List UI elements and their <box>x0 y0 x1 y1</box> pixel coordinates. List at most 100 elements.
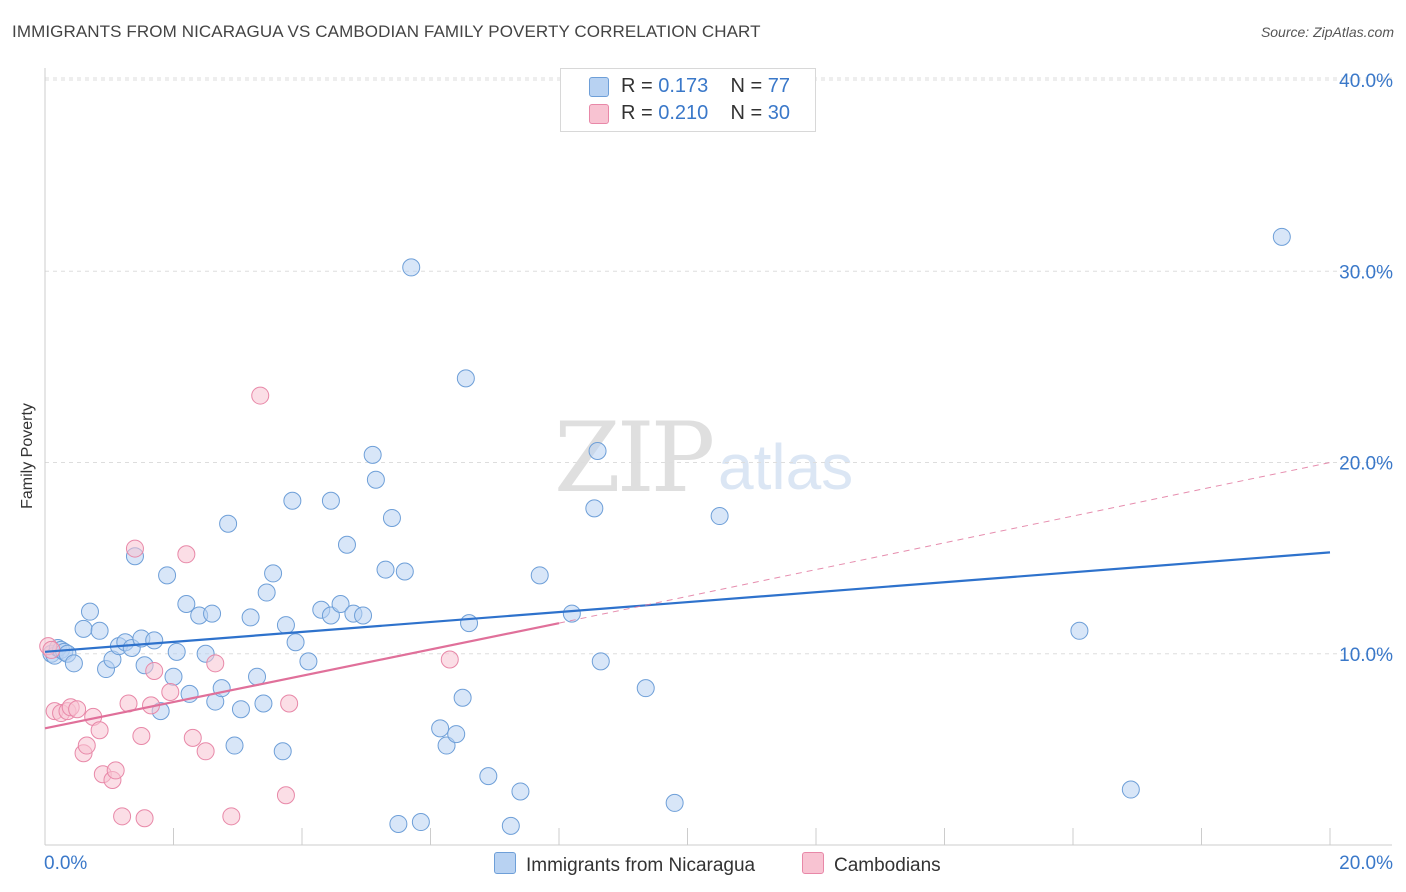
n-label: N = <box>730 102 763 124</box>
nicaragua-point <box>363 445 382 464</box>
nicaragua-point <box>395 562 414 581</box>
legend-swatch-pink <box>589 104 609 124</box>
nicaragua-point <box>177 595 196 614</box>
cambodian-point <box>206 654 225 673</box>
n-label: N = <box>730 75 763 97</box>
nicaragua-point <box>382 508 401 527</box>
nicaragua-point <box>254 694 273 713</box>
nicaragua-point <box>299 652 318 671</box>
legend-swatch-blue <box>494 852 516 874</box>
y-tick-label: 40.0% <box>1339 71 1393 92</box>
cambodian-point <box>90 721 109 740</box>
cambodian-point <box>251 386 270 405</box>
nicaragua-point <box>74 619 93 638</box>
nicaragua-trend-line <box>44 551 1331 653</box>
y-tick-label: 20.0% <box>1339 454 1393 475</box>
nicaragua-point <box>225 736 244 755</box>
chart-title: IMMIGRANTS FROM NICARAGUA VS CAMBODIAN F… <box>12 22 761 41</box>
grid-lines <box>45 77 1392 655</box>
nicaragua-point <box>321 491 340 510</box>
nicaragua-point <box>591 652 610 671</box>
watermark-atlas: atlas <box>718 431 854 503</box>
nicaragua-point <box>431 719 450 738</box>
cambodian-point <box>68 700 87 719</box>
nicaragua-point <box>665 793 684 812</box>
nicaragua-point <box>264 564 283 583</box>
cambodian-point <box>440 650 459 669</box>
nicaragua-point <box>511 782 530 801</box>
legend-label: Immigrants from Nicaragua <box>526 855 756 876</box>
trend-lines <box>44 462 1331 730</box>
nicaragua-point <box>354 606 373 625</box>
nicaragua-point <box>286 633 305 652</box>
nicaragua-point <box>273 742 292 761</box>
nicaragua-point <box>1121 780 1140 799</box>
nicaragua-point <box>219 514 238 533</box>
nicaragua-point <box>437 736 456 755</box>
nicaragua-point <box>456 369 475 388</box>
cambodian-point <box>177 545 196 564</box>
nicaragua-point <box>331 595 350 614</box>
cambodian-trend-extension <box>558 462 1331 624</box>
cambodian-point <box>183 728 202 747</box>
nicaragua-point <box>402 258 421 277</box>
watermark-zip: ZIP <box>554 402 715 514</box>
cambodian-point <box>280 694 299 713</box>
stats-legend: R = 0.173 N = 77 R = 0.210 N = 30 <box>560 68 816 132</box>
nicaragua-point <box>710 507 729 526</box>
nicaragua-point <box>366 470 385 489</box>
nicaragua-point <box>167 642 186 661</box>
nicaragua-point <box>158 566 177 585</box>
nicaragua-point <box>389 814 408 833</box>
cambodian-point <box>132 726 151 745</box>
cambodian-trend-line <box>44 622 560 730</box>
cambodian-point <box>77 736 96 755</box>
nicaragua-point <box>1272 227 1291 246</box>
cambodian-point <box>135 809 154 828</box>
nicaragua-point <box>376 560 395 579</box>
nicaragua-point <box>257 583 276 602</box>
legend-swatch-blue <box>589 77 609 97</box>
r-label: R = <box>621 102 653 124</box>
nicaragua-point <box>283 491 302 510</box>
nicaragua-point <box>337 535 356 554</box>
x-tick-label: 0.0% <box>44 853 87 874</box>
cambodian-point <box>145 661 164 680</box>
axes <box>44 68 1392 846</box>
nicaragua-point <box>460 614 479 633</box>
nicaragua-point <box>479 767 498 786</box>
x-tick-label: 20.0% <box>1339 853 1393 874</box>
nicaragua-point <box>411 813 430 832</box>
nicaragua-point <box>588 442 607 461</box>
legend-swatch-pink <box>802 852 824 874</box>
tick-labels: 10.0% 20.0% 30.0% 40.0% 0.0% 20.0% <box>44 71 1393 874</box>
nicaragua-point <box>241 608 260 627</box>
y-tick-label: 10.0% <box>1339 645 1393 666</box>
r-value: 0.210 <box>658 102 709 124</box>
r-value: 0.173 <box>658 75 709 97</box>
nicaragua-point <box>453 688 472 707</box>
nicaragua-point <box>164 667 183 686</box>
y-tick-label: 30.0% <box>1339 262 1393 283</box>
nicaragua-point <box>585 499 604 518</box>
cambodian-point <box>113 807 132 826</box>
nicaragua-point <box>64 654 83 673</box>
n-value: 77 <box>767 75 791 97</box>
nicaragua-point <box>203 604 222 623</box>
nicaragua-point <box>636 679 655 698</box>
nicaragua-point <box>530 566 549 585</box>
nicaragua-point <box>562 604 581 623</box>
nicaragua-point <box>321 606 340 625</box>
data-points <box>39 227 1291 835</box>
nicaragua-point <box>90 621 109 640</box>
n-value: 30 <box>767 102 791 124</box>
nicaragua-point <box>231 700 250 719</box>
nicaragua-point <box>447 725 466 744</box>
nicaragua-point <box>80 602 99 621</box>
cambodian-point <box>196 742 215 761</box>
source-label: Source: ZipAtlas.com <box>1260 24 1394 40</box>
cambodian-point <box>276 786 295 805</box>
cambodian-point <box>125 539 144 558</box>
cambodian-point <box>222 807 241 826</box>
